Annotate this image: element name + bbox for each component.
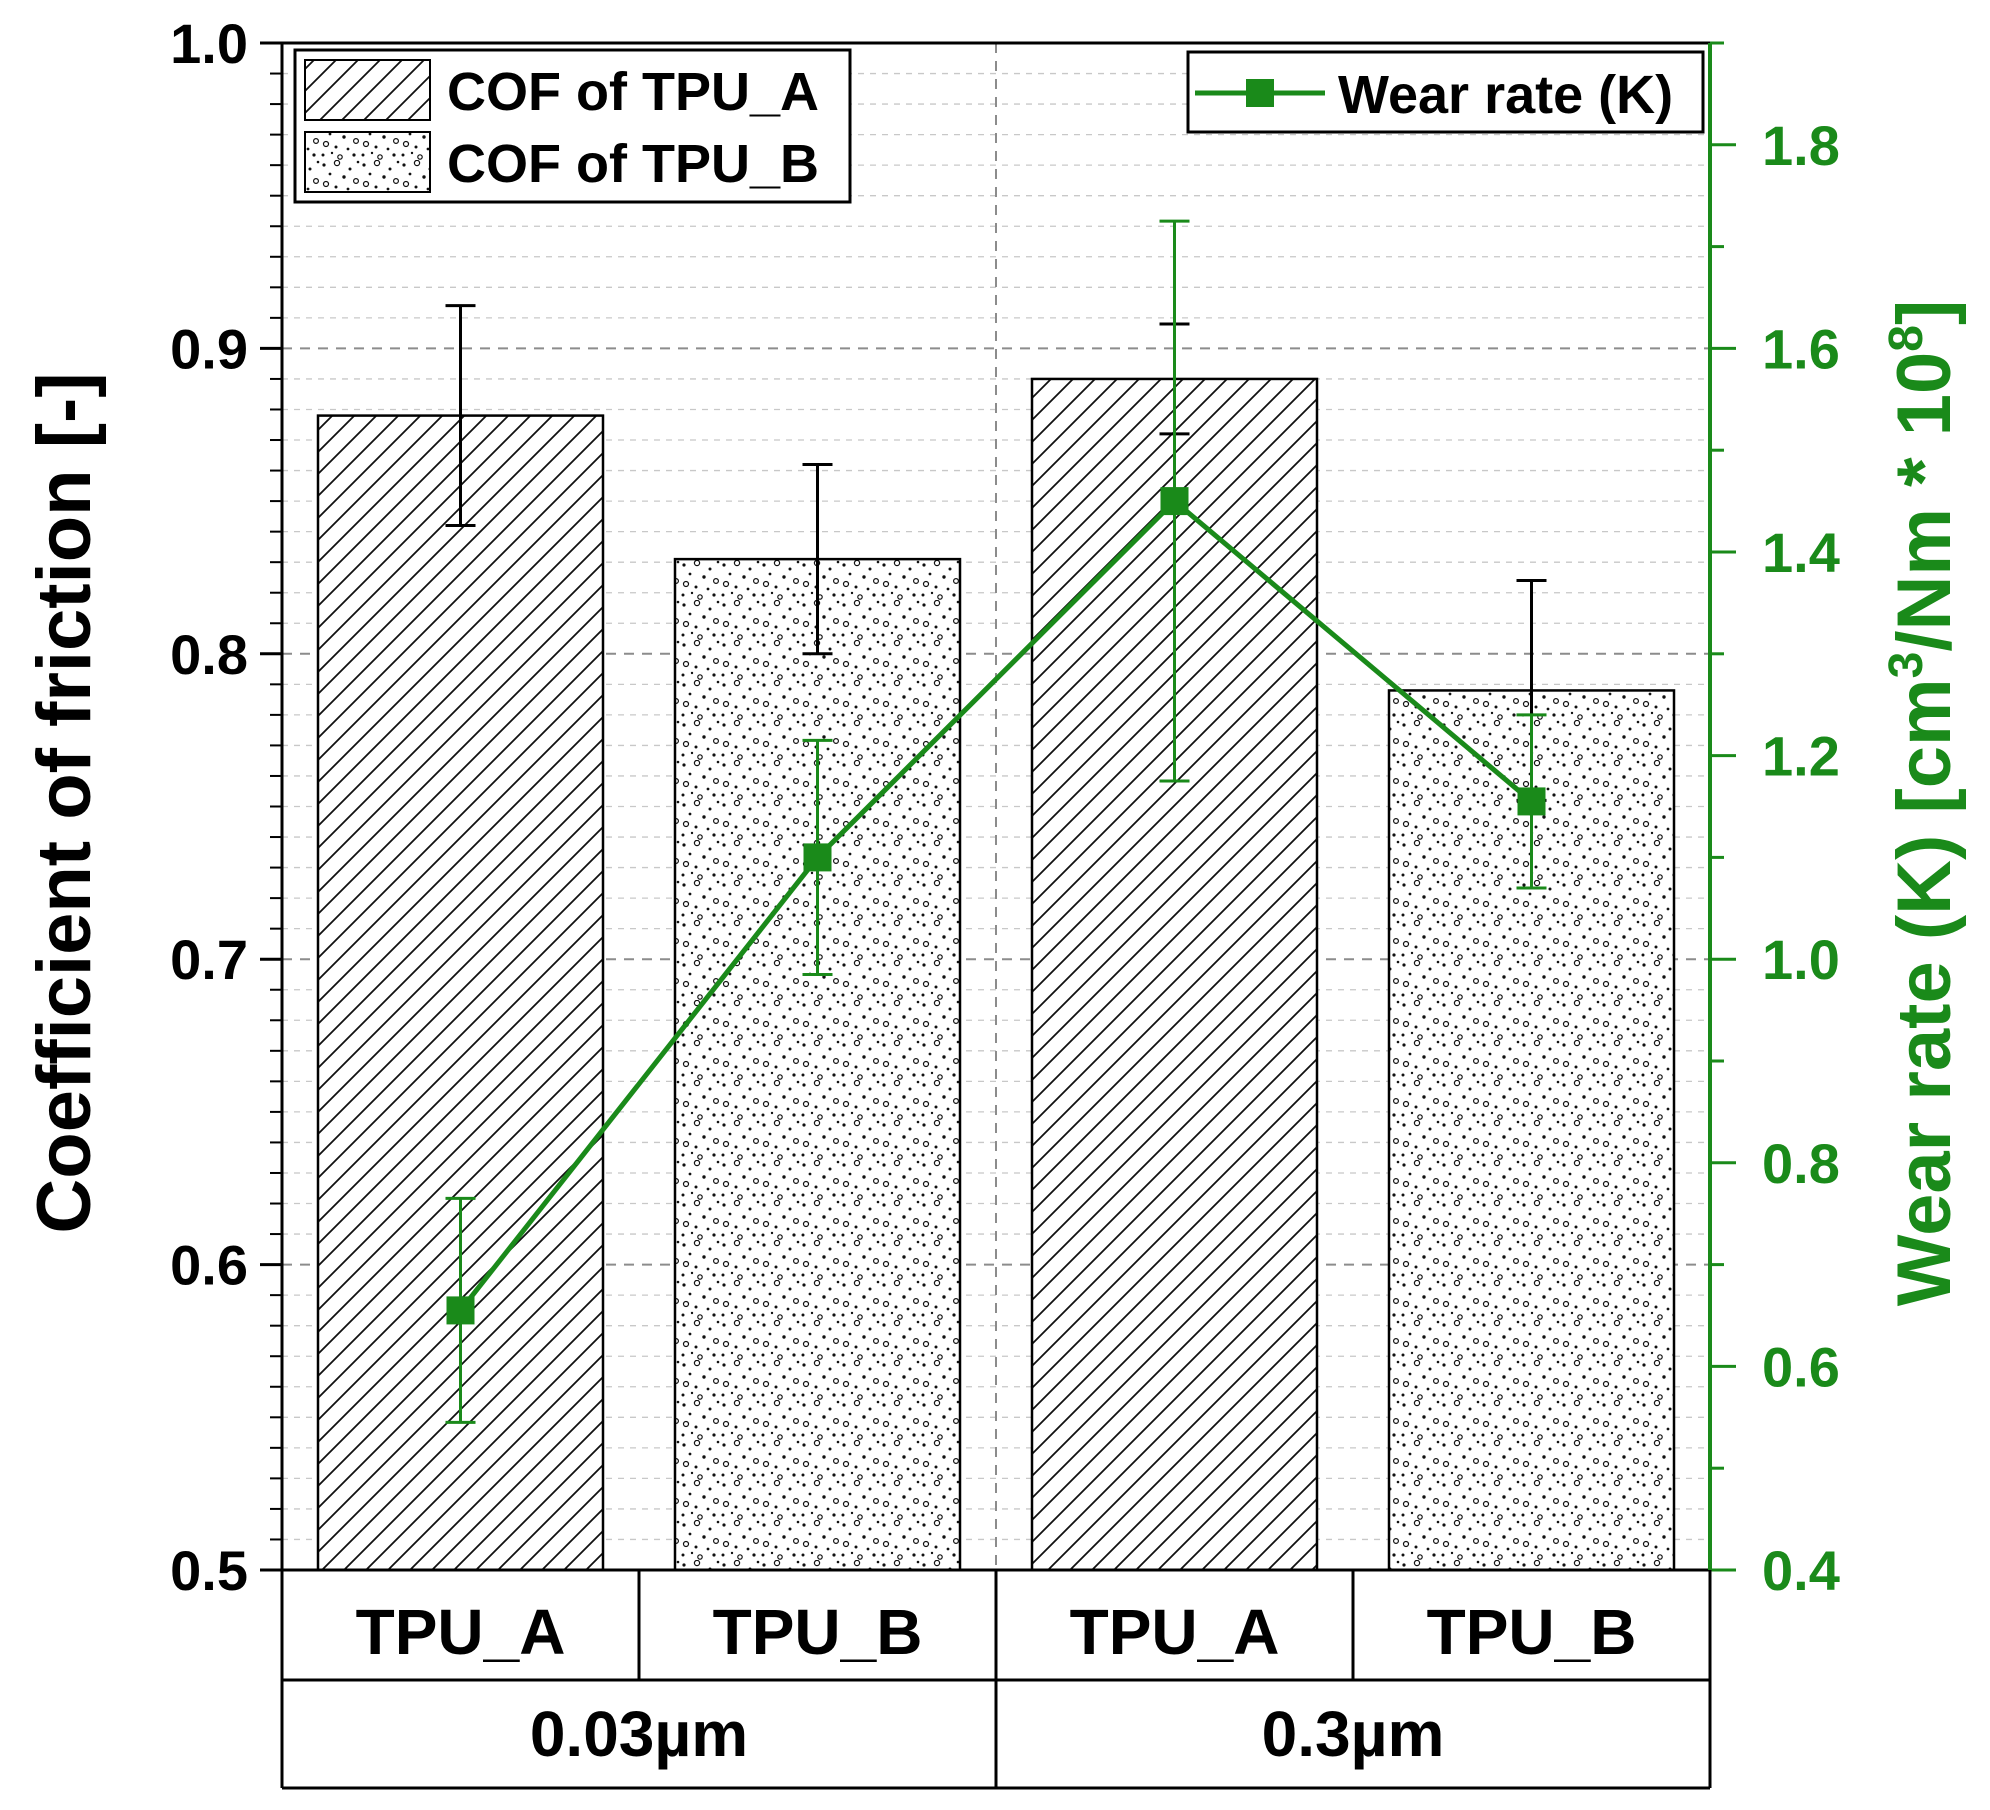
right-tick-label: 1.2 bbox=[1762, 725, 1840, 788]
wear-marker-2 bbox=[803, 843, 832, 872]
y-axis-title: Coefficient of friction [-] bbox=[22, 372, 107, 1233]
right-tick-label: 0.8 bbox=[1762, 1132, 1840, 1195]
legend-wear: Wear rate (K) bbox=[1186, 50, 1705, 134]
bars-group bbox=[316, 377, 1676, 1572]
left-tick-label: 1.0 bbox=[170, 12, 248, 75]
y2-title-sup1: 3 bbox=[1880, 652, 1933, 679]
y2-title-sup2: 8 bbox=[1880, 325, 1933, 352]
legend-label-tpu-b: COF of TPU_B bbox=[447, 134, 819, 194]
legend-label-tpu-a: COF of TPU_A bbox=[447, 62, 819, 122]
left-tick-label: 0.9 bbox=[170, 317, 248, 380]
legend-swatch-dots bbox=[304, 131, 431, 193]
left-tick-label: 0.6 bbox=[170, 1234, 248, 1297]
wear-marker-1 bbox=[446, 1296, 475, 1325]
category-label-4: TPU_B bbox=[1427, 1596, 1637, 1668]
legend-cof: COF of TPU_A COF of TPU_B bbox=[293, 48, 852, 204]
group-label-1: 0.03µm bbox=[530, 1698, 748, 1770]
left-tick-label: 0.7 bbox=[170, 928, 248, 991]
bar-2 bbox=[673, 557, 962, 1572]
wear-rate-series bbox=[445, 219, 1547, 1424]
right-tick-label: 1.0 bbox=[1762, 928, 1840, 991]
category-label-1: TPU_A bbox=[356, 1596, 566, 1668]
left-axis-ticks: 0.5 0.6 0.7 0.8 0.9 1.0 bbox=[170, 12, 284, 1602]
legend-swatch-hatch bbox=[304, 59, 431, 121]
y2-title-suffix: ] bbox=[1882, 300, 1967, 325]
right-tick-label: 1.6 bbox=[1762, 317, 1840, 380]
right-tick-label: 0.6 bbox=[1762, 1335, 1840, 1398]
right-tick-label: 1.4 bbox=[1762, 521, 1840, 584]
y2-title-prefix: Wear rate (K) [cm bbox=[1882, 678, 1967, 1306]
right-axis-ticks: 0.4 0.6 0.8 1.0 1.2 1.4 1.6 1.8 bbox=[1708, 41, 1840, 1602]
left-tick-label: 0.8 bbox=[170, 623, 248, 686]
right-tick-label: 0.4 bbox=[1762, 1539, 1840, 1602]
y2-title-mid: /Nm * 10 bbox=[1882, 352, 1967, 652]
legend-marker-swatch bbox=[1246, 79, 1274, 107]
category-table: TPU_A TPU_B TPU_A TPU_B 0.03µm 0.3µm bbox=[280, 1570, 1712, 1790]
category-label-2: TPU_B bbox=[713, 1596, 923, 1668]
category-label-3: TPU_A bbox=[1070, 1596, 1280, 1668]
right-tick-label: 1.8 bbox=[1762, 114, 1840, 177]
wear-marker-4 bbox=[1517, 787, 1546, 816]
group-label-2: 0.3µm bbox=[1262, 1698, 1445, 1770]
legend-label-wear: Wear rate (K) bbox=[1338, 65, 1673, 125]
wear-rate-line bbox=[458, 497, 1534, 1312]
y2-axis-title: Wear rate (K) [cm3/Nm * 108] bbox=[1880, 300, 1967, 1307]
left-tick-label: 0.5 bbox=[170, 1539, 248, 1602]
wear-marker-3 bbox=[1160, 487, 1189, 516]
